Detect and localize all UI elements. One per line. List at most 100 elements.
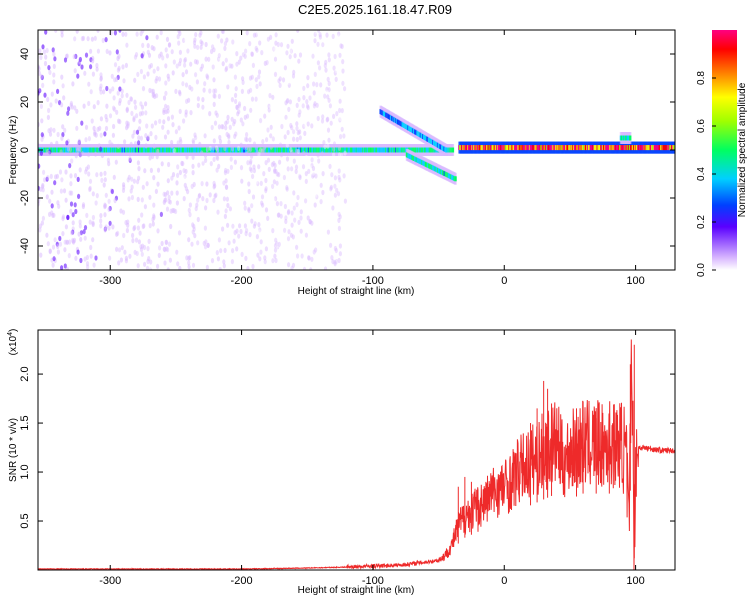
spectrogram-cell — [212, 184, 216, 190]
spectrogram-cell — [224, 178, 228, 184]
spectrogram-cell — [108, 113, 113, 119]
spectrogram-cell — [345, 30, 349, 35]
spectrogram-cell — [328, 71, 332, 78]
spectrogram-cell — [275, 201, 279, 207]
spectrogram-cell — [201, 160, 205, 166]
spectrogram-cell — [45, 194, 49, 200]
spectrogram-cell — [176, 140, 180, 146]
spectrogram-cell — [153, 93, 157, 100]
spectrogram-cell — [139, 135, 143, 141]
spectrogram-cell — [47, 107, 51, 114]
spectrogram-cell — [239, 208, 243, 214]
spectrogram-cell — [248, 166, 252, 172]
spectrogram-cell — [108, 88, 112, 94]
spectrogram-cell — [52, 51, 56, 57]
spectrogram-cell — [48, 131, 53, 137]
spectrogram-cell — [310, 256, 314, 262]
spectrogram-cell — [159, 51, 163, 57]
spectrogram-cell — [303, 122, 307, 128]
spectrogram-cell — [337, 152, 342, 158]
spectrogram-cell — [73, 105, 77, 111]
spectrogram-feature — [38, 30, 349, 270]
spectrogram-cell — [274, 129, 278, 135]
spectrogram-cell — [71, 237, 75, 243]
spectrogram-cell — [181, 72, 185, 78]
spectrogram-cell — [262, 147, 266, 153]
spectrogram-cell — [217, 56, 221, 62]
spectrogram-cell — [294, 164, 299, 170]
spectrogram-cell — [45, 47, 49, 54]
spectrogram-cell — [110, 142, 114, 148]
spectrogram-cell — [71, 229, 75, 235]
spectrogram-cell — [281, 186, 285, 192]
spectrogram-cell — [201, 196, 205, 202]
spectrogram-cell — [132, 226, 136, 232]
spectrogram-cell — [293, 218, 297, 224]
spectrogram-cell — [154, 120, 158, 126]
spectrogram-cell — [250, 166, 254, 173]
spectrogram-cell — [309, 137, 313, 143]
spectrogram-cell — [244, 139, 248, 145]
spectrogram-cell — [445, 147, 448, 153]
spectrogram-cell — [325, 117, 329, 123]
spectrogram-cell — [202, 240, 206, 246]
spectrogram-cell — [87, 136, 91, 142]
spectrogram-cell — [51, 262, 55, 268]
spectrogram-cell — [197, 162, 201, 168]
spectrogram-cell — [175, 190, 179, 196]
spectrogram-cell — [198, 141, 202, 147]
spectrogram-cell — [121, 31, 125, 37]
spectrogram-cell — [167, 161, 171, 168]
spectrogram-cell — [168, 42, 172, 48]
spectrogram-cell — [116, 67, 120, 73]
spectrogram-cell — [257, 74, 261, 80]
spectrogram-cell — [230, 259, 234, 265]
spectrogram-cell — [103, 170, 107, 176]
spectrogram-cell — [113, 62, 118, 68]
spectrogram-cell — [224, 208, 228, 214]
spectrogram-cell — [99, 223, 103, 229]
spectrogram-cell — [296, 30, 300, 33]
spectrogram-cell — [211, 145, 216, 151]
spectrogram-cell — [244, 231, 248, 237]
spectrogram-cell — [140, 110, 145, 116]
spectrogram-cell — [175, 63, 179, 69]
spectrogram-cell — [121, 64, 125, 70]
spectrogram-cell — [196, 216, 200, 223]
spectrogram-cell — [311, 165, 316, 172]
spectrogram-cell — [156, 66, 160, 72]
snr-x-tick-label: -100 — [362, 575, 384, 587]
spectrogram-cell — [155, 34, 159, 40]
spectrogram-cell — [177, 125, 181, 131]
spectrogram-cell — [227, 133, 231, 139]
spectrogram-cell — [315, 82, 319, 88]
spectrogram-cell — [126, 219, 130, 225]
spectrogram-cell — [177, 251, 181, 257]
spectrogram-cell — [125, 106, 129, 112]
spectrogram-cell — [187, 255, 191, 261]
spectrogram-cell — [92, 262, 96, 268]
spectrogram-cell — [297, 112, 301, 118]
spectrogram-cell — [70, 104, 74, 110]
spectrogram-cell — [118, 100, 122, 106]
spectrogram-cell — [187, 260, 191, 266]
spectrogram-cell — [210, 258, 215, 264]
spectrogram-cell — [159, 30, 163, 36]
spectrogram-cell — [61, 124, 65, 130]
spectrogram-cell — [152, 202, 156, 208]
spectrogram-cell — [78, 219, 82, 225]
spectrogram-cell — [84, 169, 88, 175]
snr-y-multiplier: (x104) — [7, 329, 19, 356]
spectrogram-cell — [332, 152, 336, 158]
spectrogram-cell — [249, 107, 253, 113]
spectrogram-cell — [225, 131, 229, 137]
spectrogram-cell — [247, 89, 251, 95]
spectrogram-cell — [194, 206, 198, 212]
spectrogram-cell — [118, 30, 122, 33]
spectrogram-cell — [334, 32, 338, 38]
spectrogram-cell — [180, 160, 184, 166]
spectrogram-cell — [129, 96, 133, 102]
spectrogram-cell — [230, 97, 234, 103]
spectrogram-cell — [237, 59, 241, 65]
colorbar-tick-label: 0.8 — [696, 71, 707, 85]
